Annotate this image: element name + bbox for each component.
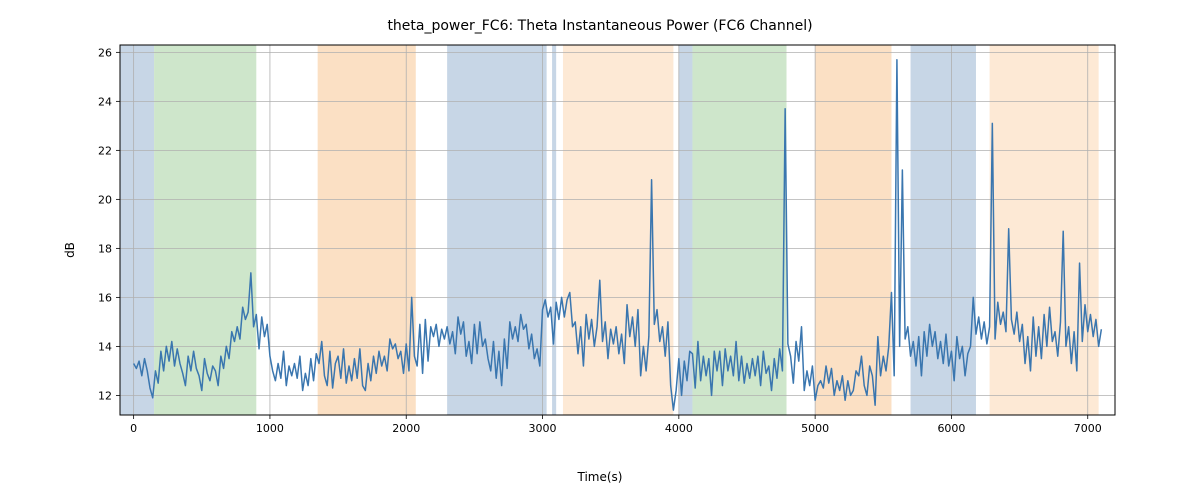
y-tick-label: 16 xyxy=(98,291,112,304)
x-tick-label: 4000 xyxy=(665,422,693,435)
x-tick-label: 0 xyxy=(130,422,137,435)
y-tick-label: 26 xyxy=(98,46,112,59)
x-tick-label: 2000 xyxy=(392,422,420,435)
interval-band xyxy=(679,45,693,415)
interval-band xyxy=(447,45,547,415)
y-tick-label: 24 xyxy=(98,95,112,108)
y-tick-label: 22 xyxy=(98,144,112,157)
interval-band xyxy=(990,45,1099,415)
interval-band xyxy=(552,45,556,415)
x-tick-label: 1000 xyxy=(256,422,284,435)
x-tick-label: 7000 xyxy=(1074,422,1102,435)
interval-band xyxy=(563,45,673,415)
y-tick-label: 14 xyxy=(98,340,112,353)
interval-band xyxy=(692,45,786,415)
y-tick-label: 18 xyxy=(98,242,112,255)
interval-band xyxy=(120,45,154,415)
plot-svg: 0 1000 2000 3000 4000 5000 6000 7000 12 14 16 18 20 2… xyxy=(0,0,1200,500)
y-tick-label: 12 xyxy=(98,389,112,402)
y-tick-label: 20 xyxy=(98,193,112,206)
x-tick-label: 3000 xyxy=(529,422,557,435)
chart-container: theta_power_FC6: Theta Instantaneous Pow… xyxy=(0,0,1200,500)
x-tick-label: 6000 xyxy=(937,422,965,435)
x-tick-label: 5000 xyxy=(801,422,829,435)
